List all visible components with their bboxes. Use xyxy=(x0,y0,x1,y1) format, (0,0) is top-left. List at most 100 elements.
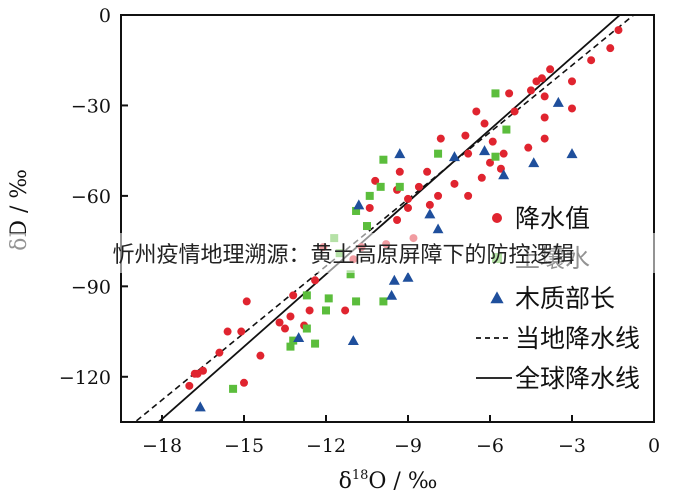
precipitation-point xyxy=(414,182,423,191)
y-tick-label: −30 xyxy=(71,95,111,117)
local-meteoric-water-line xyxy=(133,15,635,422)
precipitation-point xyxy=(587,56,596,65)
soil-water-point xyxy=(330,234,339,243)
x-tick-label: −15 xyxy=(224,435,264,457)
xylem-water-point xyxy=(293,332,305,343)
x-tick-label: −6 xyxy=(476,435,504,457)
precipitation-point xyxy=(256,351,265,360)
soil-water-point xyxy=(324,294,333,303)
precipitation-point xyxy=(568,77,576,86)
precipitation-point xyxy=(404,194,412,203)
precipitation-point xyxy=(185,381,194,390)
xylem-water-point xyxy=(552,96,564,107)
precipitation-point xyxy=(461,131,470,140)
precipitation-point xyxy=(480,119,489,128)
precipitation-point xyxy=(486,158,494,167)
precipitation-point xyxy=(524,143,533,152)
precipitation-point xyxy=(319,243,328,252)
precipitation-point xyxy=(341,306,350,315)
x-tick-label: −12 xyxy=(306,435,346,457)
xylem-water-point xyxy=(479,145,491,156)
precipitation-point xyxy=(237,327,246,336)
legend-label: 降水值 xyxy=(515,204,590,233)
xylem-water-point xyxy=(566,148,578,159)
precipitation-point xyxy=(349,255,358,264)
x-tick-label: −9 xyxy=(394,435,422,457)
soil-water-point xyxy=(286,342,295,351)
precipitation-point xyxy=(305,306,314,315)
soil-water-point xyxy=(352,206,361,215)
xylem-water-point xyxy=(394,148,406,159)
legend-symbol xyxy=(490,291,504,304)
precipitation-point xyxy=(464,149,473,158)
soil-water-point xyxy=(395,182,404,191)
precipitation-point xyxy=(395,167,404,176)
precipitation-point xyxy=(434,191,443,200)
precipitation-point xyxy=(357,243,366,252)
precipitation-point xyxy=(281,324,289,333)
precipitation-point xyxy=(450,179,459,188)
precipitation-point xyxy=(546,65,555,74)
precipitation-point xyxy=(215,348,224,357)
legend-label: 全球降水线 xyxy=(515,364,640,393)
xylem-water-point xyxy=(353,199,365,210)
precipitation-point xyxy=(527,86,535,95)
legend-symbol xyxy=(492,253,502,263)
precipitation-point xyxy=(223,327,232,336)
soil-water-point xyxy=(434,149,443,158)
legend-label: 木质部长 xyxy=(515,284,615,313)
x-axis-title: δ18O / ‰ xyxy=(339,468,438,494)
precipitation-point xyxy=(436,134,445,143)
plot-frame xyxy=(120,14,655,423)
precipitation-point xyxy=(472,107,481,116)
xylem-water-point xyxy=(347,335,359,346)
xylem-water-point xyxy=(402,271,414,282)
precipitation-point xyxy=(311,276,320,285)
soil-water-point xyxy=(335,249,344,258)
legend-label: 当地降水线 xyxy=(515,324,640,353)
y-axis-title: δD / ‰ xyxy=(7,169,32,251)
precipitation-point xyxy=(532,77,541,86)
precipitation-point xyxy=(477,173,486,182)
precipitation-point xyxy=(510,107,519,116)
x-tick-label: −18 xyxy=(142,435,182,457)
legend-symbol xyxy=(492,213,502,223)
precipitation-point xyxy=(190,369,199,378)
x-tick-label: −3 xyxy=(558,435,586,457)
soil-water-point xyxy=(302,324,311,333)
soil-water-point xyxy=(376,182,385,191)
precipitation-point xyxy=(289,291,298,300)
precipitation-point xyxy=(499,149,508,158)
xylem-water-point xyxy=(194,401,206,412)
soil-water-point xyxy=(322,306,330,315)
soil-water-point xyxy=(352,297,361,306)
reference-lines xyxy=(133,15,635,422)
global-meteoric-water-line xyxy=(157,15,622,422)
precipitation-point xyxy=(365,203,374,212)
soil-water-point xyxy=(502,125,511,134)
precipitation-point xyxy=(568,104,576,113)
legend-label: 土壤水 xyxy=(515,244,590,273)
precipitation-point xyxy=(540,113,549,122)
y-tick-label: −120 xyxy=(59,367,111,389)
soil-water-point xyxy=(346,270,355,279)
precipitation-point xyxy=(393,216,402,225)
soil-water-point xyxy=(491,89,500,98)
soil-water-point xyxy=(363,222,371,231)
soil-water-point xyxy=(302,291,311,300)
x-tick-label: 0 xyxy=(648,435,660,457)
soil-water-point xyxy=(229,384,238,393)
precipitation-point xyxy=(275,318,284,327)
soil-water-point xyxy=(365,191,374,200)
precipitation-point xyxy=(382,240,391,249)
xylem-water-point xyxy=(498,169,510,180)
precipitation-point xyxy=(423,167,432,176)
xylem-water-point xyxy=(386,289,398,300)
precipitation-point xyxy=(614,26,623,35)
soil-water-point xyxy=(379,297,388,306)
precipitation-point xyxy=(425,200,434,209)
precipitation-point xyxy=(606,44,615,53)
soil-water-point xyxy=(311,339,320,348)
xylem-water-point xyxy=(424,208,436,219)
y-tick-label: −60 xyxy=(71,186,111,208)
